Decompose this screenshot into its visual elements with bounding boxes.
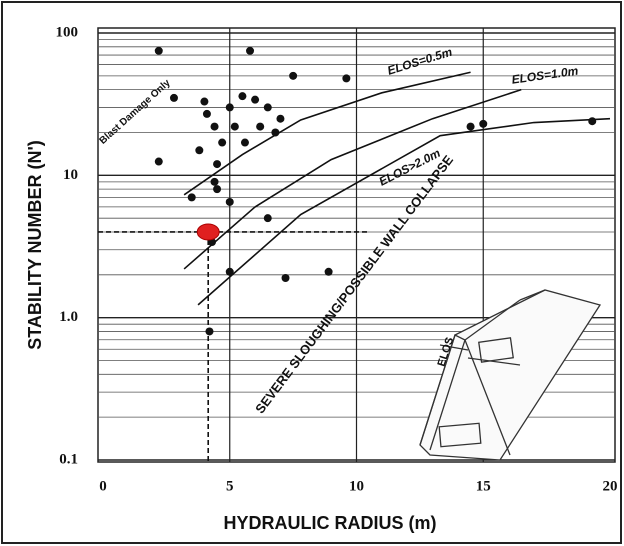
data-point xyxy=(230,122,239,131)
data-point xyxy=(218,138,227,147)
data-point xyxy=(205,327,214,336)
x-tick-label: 10 xyxy=(349,478,364,494)
data-point xyxy=(213,185,222,194)
annotation: Blast Damage Only xyxy=(98,77,173,146)
elos-curve xyxy=(183,88,522,270)
data-point xyxy=(263,103,272,112)
data-point xyxy=(263,214,272,223)
data-point xyxy=(210,122,219,131)
y-tick-label: 100 xyxy=(56,24,79,40)
data-point xyxy=(479,119,488,128)
data-point xyxy=(225,103,234,112)
x-axis-label: HYDRAULIC RADIUS (m) xyxy=(224,513,437,533)
data-point xyxy=(256,122,265,131)
elos-curve xyxy=(183,71,471,196)
data-point xyxy=(169,93,178,102)
y-tick-label: 1.0 xyxy=(59,309,78,325)
highlight-point xyxy=(196,223,220,241)
data-point xyxy=(154,46,163,55)
data-point xyxy=(276,114,285,123)
data-point xyxy=(187,193,196,202)
data-point xyxy=(251,95,260,104)
data-point xyxy=(588,117,597,126)
data-point xyxy=(246,46,255,55)
data-point xyxy=(466,122,475,131)
data-point xyxy=(200,97,209,106)
x-tick-label: 5 xyxy=(226,478,234,494)
data-point xyxy=(154,157,163,166)
x-tick-label: 20 xyxy=(603,478,618,494)
y-axis-label: STABILITY NUMBER (N') xyxy=(25,140,45,350)
data-point xyxy=(324,267,333,276)
data-point xyxy=(213,160,222,169)
data-point xyxy=(225,197,234,206)
inset-diagram: ELOS xyxy=(419,289,602,461)
data-point xyxy=(238,92,247,101)
data-point xyxy=(281,273,290,282)
data-point xyxy=(289,71,298,80)
data-point xyxy=(225,267,234,276)
curve-label: ELOS=1.0m xyxy=(511,64,580,87)
y-tick-label: 10 xyxy=(63,167,78,183)
x-tick-label: 15 xyxy=(476,478,491,494)
data-point xyxy=(240,138,249,147)
elos-curve xyxy=(197,117,611,306)
y-tick-label: 0.1 xyxy=(59,451,78,467)
annotation: SEVERE SLOUGHING/POSSIBLE WALL COLLAPSE xyxy=(252,152,456,416)
data-point xyxy=(195,146,204,155)
data-point xyxy=(202,109,211,118)
data-point xyxy=(271,128,280,137)
curve-label: ELOS=0.5m xyxy=(386,45,455,78)
data-point xyxy=(210,177,219,186)
x-tick-label: 0 xyxy=(99,478,107,494)
data-point xyxy=(342,74,351,83)
